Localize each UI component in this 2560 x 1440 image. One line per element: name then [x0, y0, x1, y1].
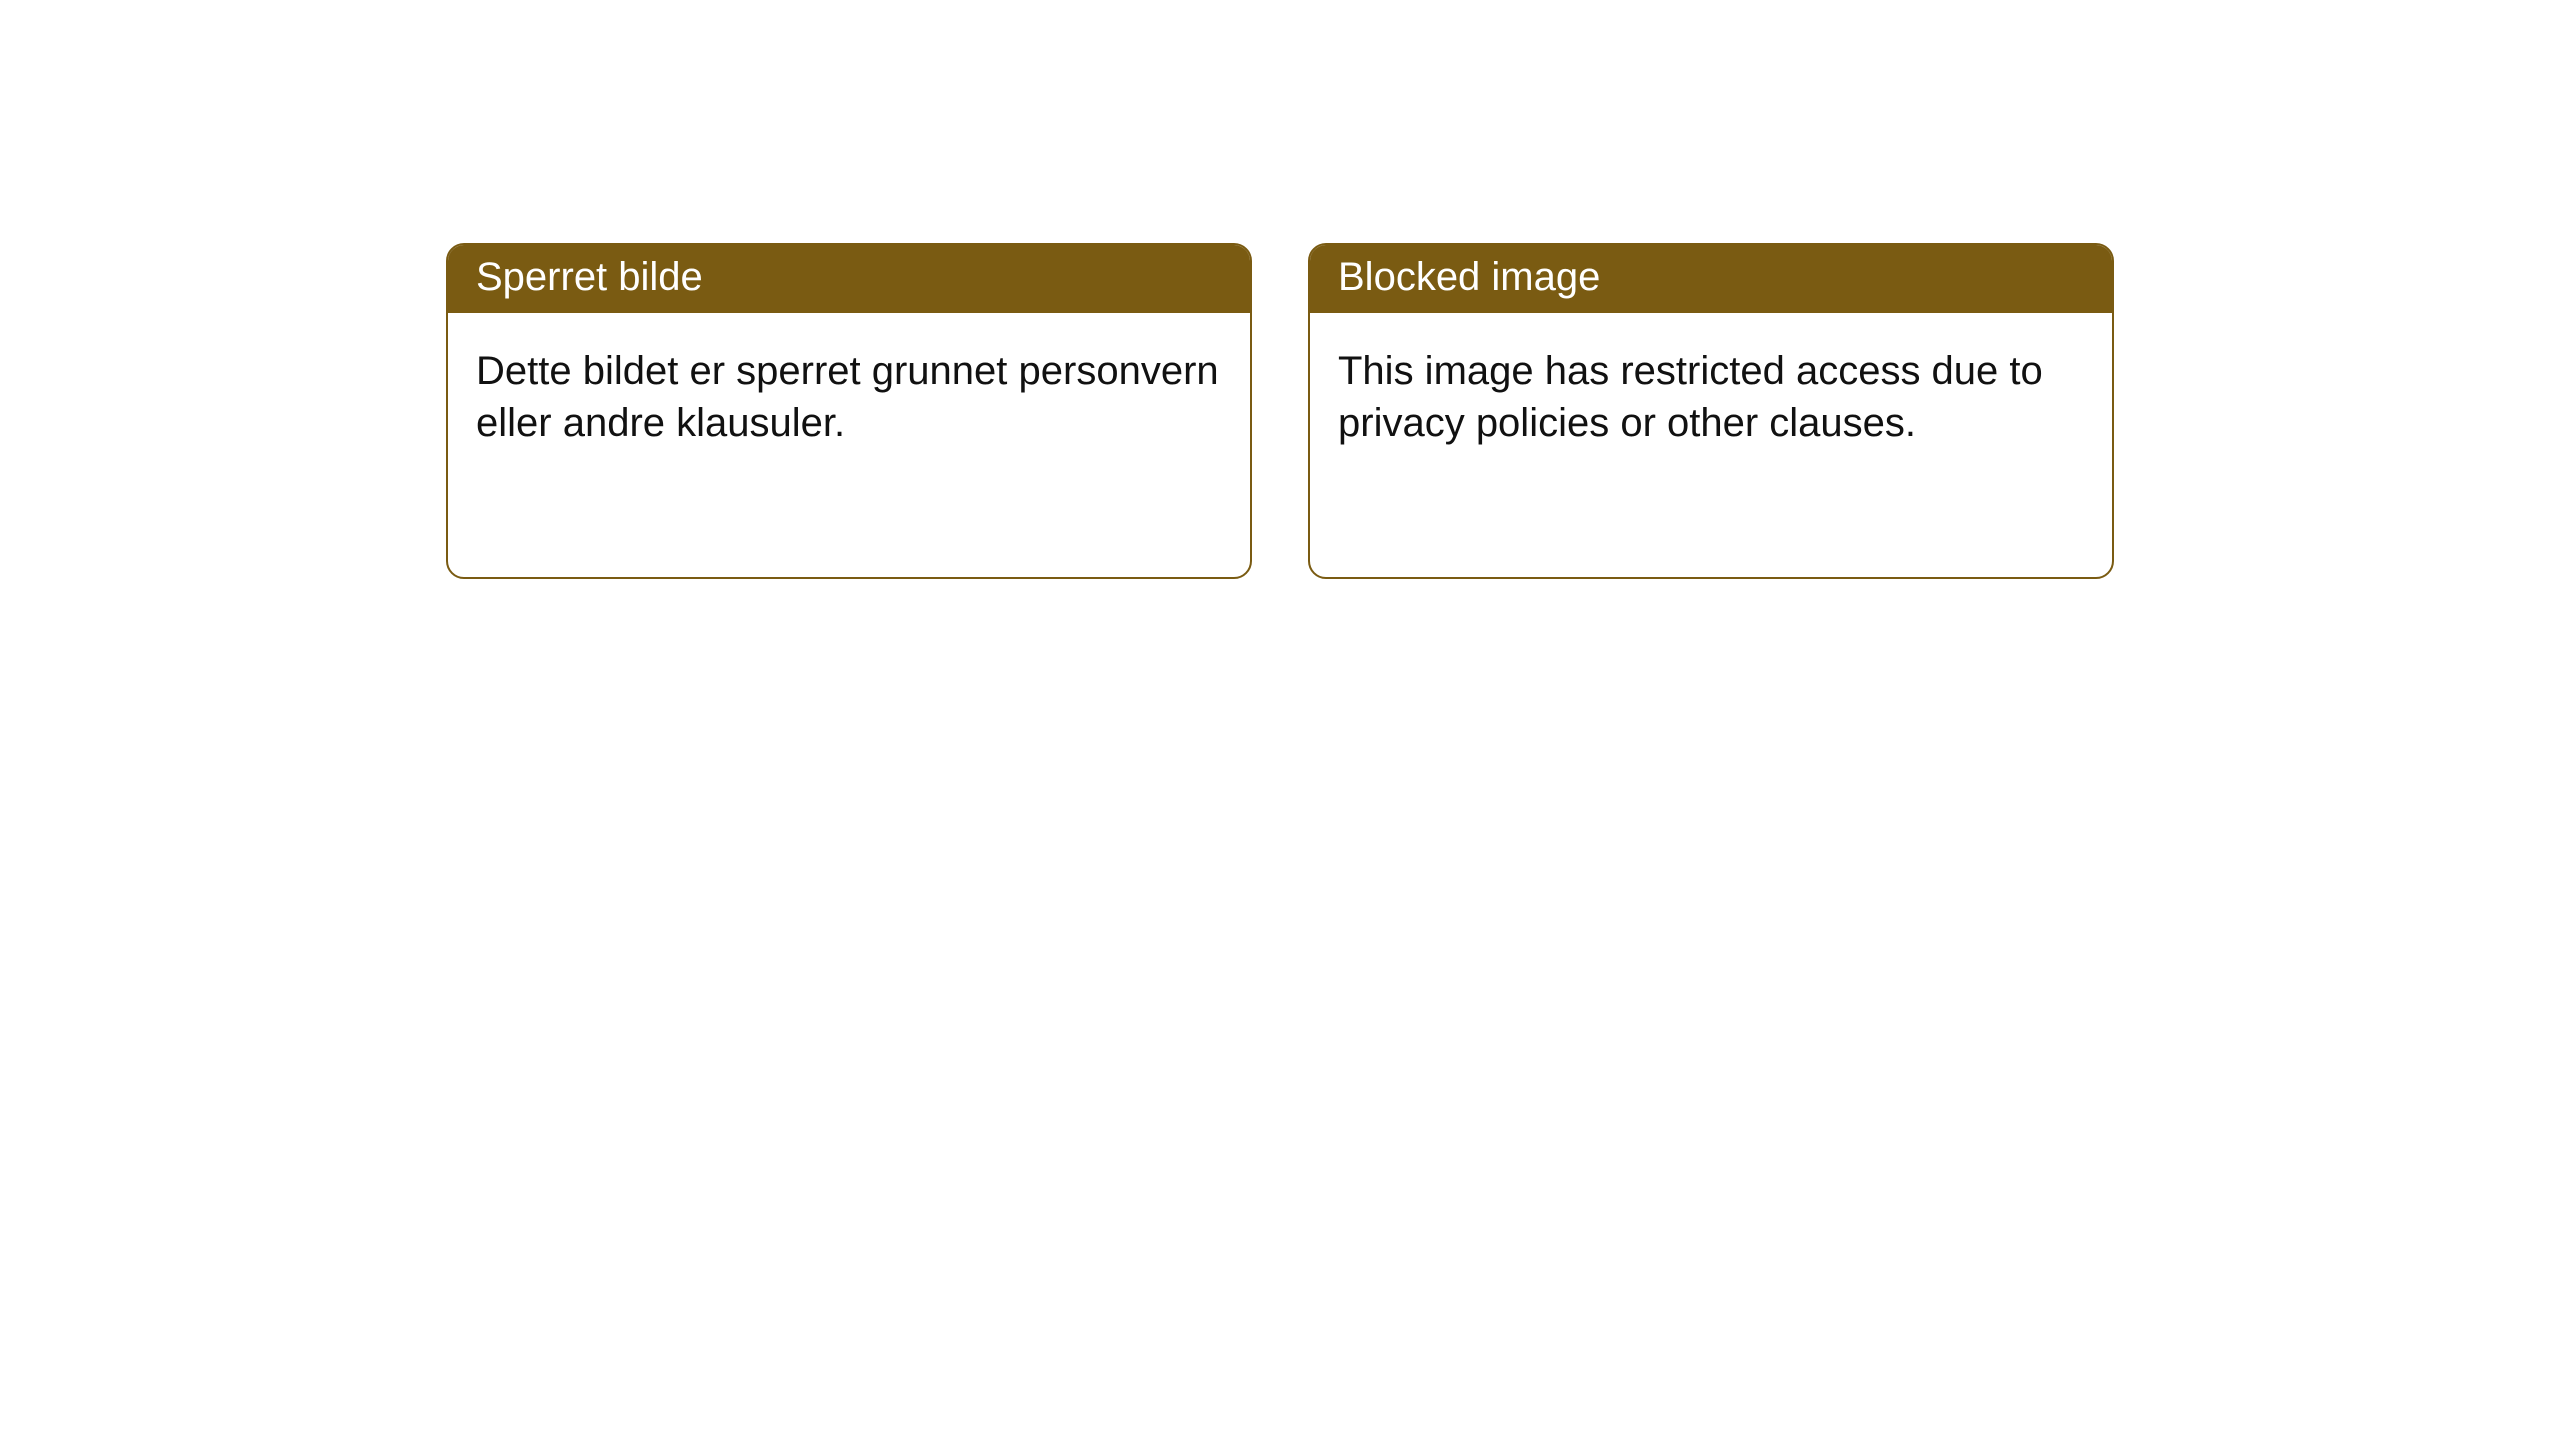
notice-container: Sperret bilde Dette bildet er sperret gr…	[0, 0, 2560, 579]
card-body-no: Dette bildet er sperret grunnet personve…	[448, 313, 1250, 478]
card-title-no: Sperret bilde	[448, 245, 1250, 313]
card-body-en: This image has restricted access due to …	[1310, 313, 2112, 478]
card-title-en: Blocked image	[1310, 245, 2112, 313]
blocked-image-card-no: Sperret bilde Dette bildet er sperret gr…	[446, 243, 1252, 579]
blocked-image-card-en: Blocked image This image has restricted …	[1308, 243, 2114, 579]
